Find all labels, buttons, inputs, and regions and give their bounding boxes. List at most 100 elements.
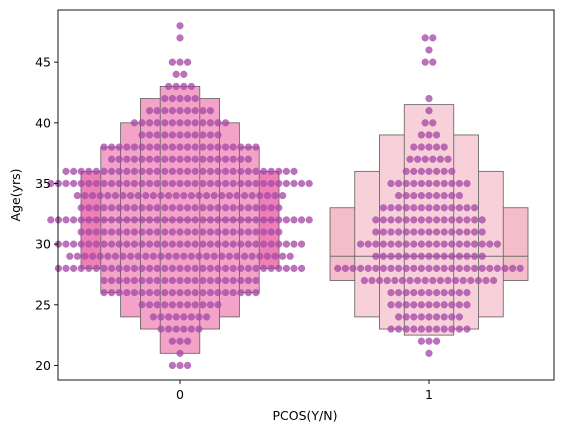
swarm-point — [119, 192, 127, 200]
swarm-point — [425, 204, 433, 212]
swarm-point — [130, 276, 138, 285]
swarm-point — [138, 301, 146, 309]
swarm-point — [410, 216, 418, 224]
swarm-point — [115, 204, 123, 212]
swarm-point — [176, 155, 184, 163]
swarm-point — [448, 167, 456, 175]
swarm-point — [402, 216, 410, 224]
swarm-point — [410, 204, 418, 212]
swarm-point — [429, 155, 437, 163]
swarm-point — [206, 119, 214, 127]
swarm-point — [440, 216, 448, 224]
swarm-point — [275, 264, 283, 272]
swarm-point — [433, 204, 441, 212]
swarm-point — [433, 252, 441, 260]
swarm-point — [417, 289, 425, 297]
swarm-point — [402, 264, 410, 272]
swarm-point — [172, 252, 180, 260]
swarm-point — [516, 264, 524, 272]
swarm-point — [176, 349, 184, 357]
swarm-point — [138, 289, 146, 297]
swarm-point — [410, 143, 418, 151]
swarm-point — [440, 143, 448, 151]
swarm-point — [440, 179, 448, 188]
swarm-point — [199, 107, 207, 115]
swarm-point — [161, 179, 169, 188]
swarm-point — [138, 167, 146, 175]
swarm-point — [85, 204, 93, 212]
swarm-point — [387, 240, 395, 248]
swarm-point — [425, 179, 433, 188]
swarm-point — [471, 228, 479, 236]
swarm-point — [414, 155, 422, 163]
x-tick-label: 0 — [176, 387, 184, 402]
swarm-point — [123, 240, 131, 248]
swarm-point — [123, 143, 131, 151]
swarm-point — [199, 264, 207, 272]
swarm-point — [391, 276, 399, 285]
swarm-point — [100, 264, 108, 272]
swarm-point — [379, 204, 387, 212]
swarm-point — [260, 264, 268, 272]
swarm-point — [199, 276, 207, 285]
swarm-point — [214, 240, 222, 248]
y-tick-label: 35 — [35, 176, 51, 191]
swarm-point — [229, 264, 237, 272]
swarm-point — [501, 264, 509, 272]
swarm-point — [153, 216, 161, 224]
swarm-point — [248, 192, 256, 200]
swarm-point — [184, 95, 192, 103]
swarm-point — [244, 155, 252, 163]
swarm-point — [252, 204, 260, 212]
swarm-point — [153, 289, 161, 297]
swarm-point — [199, 289, 207, 297]
swarm-point — [433, 325, 441, 333]
swarm-point — [142, 252, 150, 260]
swarm-point — [123, 167, 131, 175]
swarm-point — [168, 289, 176, 297]
swarm-point — [77, 216, 85, 224]
swarm-point — [176, 216, 184, 224]
swarm-point — [410, 179, 418, 188]
swarm-point — [127, 192, 135, 200]
swarm-point — [206, 228, 214, 236]
swarm-point — [244, 143, 252, 151]
swarm-point — [395, 216, 403, 224]
swarm-point — [425, 143, 433, 151]
swarm-point — [425, 313, 433, 321]
swarm-point — [237, 204, 245, 212]
swarm-point — [275, 167, 283, 175]
swarm-point — [168, 155, 176, 163]
swarm-point — [214, 204, 222, 212]
swarm-point — [222, 119, 230, 127]
swarm-point — [387, 228, 395, 236]
swarm-point — [153, 131, 161, 139]
swarm-point — [104, 252, 112, 260]
swarm-point — [429, 58, 437, 66]
swarm-point — [490, 276, 498, 285]
swarm-point — [290, 264, 298, 272]
swarm-point — [153, 107, 161, 115]
swarm-point — [210, 252, 218, 260]
swarm-point — [417, 179, 425, 188]
swarm-point — [62, 167, 70, 175]
swarm-point — [244, 228, 252, 236]
swarm-point — [153, 179, 161, 188]
swarm-point — [237, 264, 245, 272]
swarm-point — [425, 95, 433, 103]
swarm-point — [290, 179, 298, 188]
swarm-point — [203, 252, 211, 260]
swarm-point — [463, 204, 471, 212]
swarm-point — [206, 276, 214, 285]
swarm-point — [222, 240, 230, 248]
swarm-point — [237, 276, 245, 285]
swarm-point — [206, 301, 214, 309]
swarm-point — [138, 131, 146, 139]
swarm-point — [92, 240, 100, 248]
swarm-point — [417, 301, 425, 309]
swarm-point — [225, 192, 233, 200]
swarm-point — [161, 119, 169, 127]
x-tick-label: 1 — [425, 387, 433, 402]
swarm-point — [146, 179, 154, 188]
swarm-point — [100, 289, 108, 297]
